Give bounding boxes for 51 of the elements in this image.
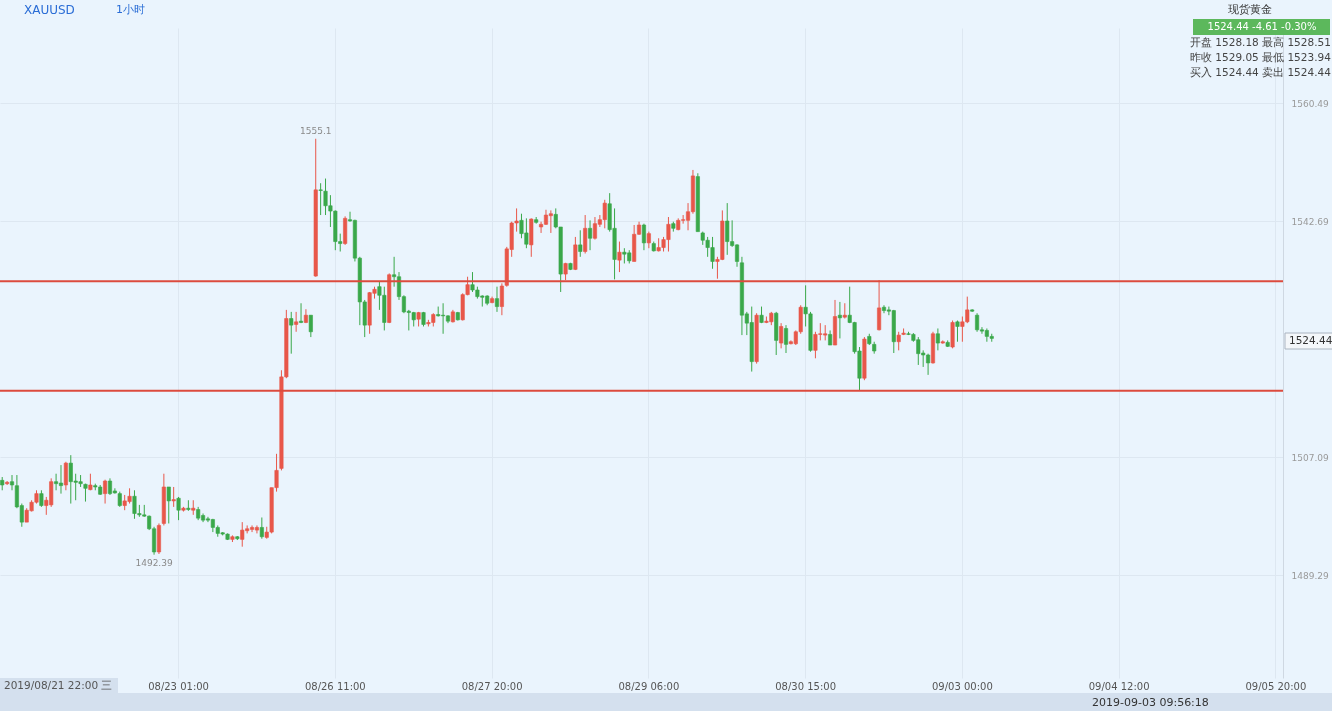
annotation: 1555.1 bbox=[299, 125, 332, 136]
y-tick-label: 1489.29 bbox=[1291, 570, 1329, 581]
y-tick-label: 1542.69 bbox=[1291, 216, 1329, 227]
candlestick bbox=[641, 223, 646, 251]
candlestick bbox=[975, 312, 980, 333]
y-tick-label: 1560.49 bbox=[1291, 98, 1329, 109]
candlestick bbox=[494, 286, 499, 313]
x-tick-label: 09/03 00:00 bbox=[931, 680, 993, 692]
chart-subtitle: 1小时 bbox=[116, 3, 145, 16]
candlestick bbox=[617, 241, 622, 273]
candlestick bbox=[784, 324, 789, 354]
y-tick-label: 1507.09 bbox=[1291, 452, 1329, 463]
candlestick bbox=[166, 486, 171, 524]
candlestick bbox=[583, 214, 588, 255]
x-tick-label: 08/30 15:00 bbox=[775, 680, 837, 692]
candlestick bbox=[259, 516, 264, 540]
candlestick bbox=[171, 486, 176, 508]
candlestick bbox=[58, 464, 63, 495]
candlestick bbox=[318, 182, 323, 216]
candlestick bbox=[881, 304, 887, 314]
text: 2019/08/21 22:00 三 bbox=[4, 679, 113, 691]
annotation: 开盘 1528.18 最高 1528.51 bbox=[1190, 36, 1331, 48]
candlestick bbox=[176, 496, 181, 521]
candlestick bbox=[5, 480, 10, 486]
x-tick-label: 08/29 06:00 bbox=[618, 680, 680, 692]
candlestick bbox=[289, 311, 294, 355]
annotation: 买入 1524.44 卖出 1524.44 bbox=[1190, 66, 1332, 78]
candlestick bbox=[63, 461, 68, 491]
chart-title: XAUUSD bbox=[24, 3, 75, 17]
candlestick bbox=[254, 524, 259, 534]
text: 2019-09-03 09:56:18 bbox=[1092, 696, 1209, 709]
candlestick bbox=[935, 327, 940, 351]
x-tick-label: 09/05 20:00 bbox=[1245, 680, 1307, 692]
x-tick-label: 08/27 20:00 bbox=[461, 680, 523, 692]
candlestick bbox=[588, 219, 593, 251]
x-tick-label: 09/04 12:00 bbox=[1088, 680, 1150, 692]
x-tick-label: 08/23 01:00 bbox=[148, 680, 209, 692]
candlestick bbox=[837, 301, 842, 339]
candlestick bbox=[308, 314, 313, 338]
candlestick bbox=[548, 209, 553, 234]
annotation: 1492.39 bbox=[135, 557, 173, 568]
candlestick bbox=[725, 202, 730, 256]
candlestick bbox=[779, 322, 784, 349]
candlestick bbox=[54, 473, 59, 491]
x-tick-label: 08/26 11:00 bbox=[304, 680, 366, 692]
candlestick bbox=[578, 229, 583, 258]
text: 1524.44 bbox=[1289, 334, 1332, 346]
annotation: 昨收 1529.05 最低 1523.94 bbox=[1190, 51, 1332, 63]
annotation: 1524.44 -4.61 -0.30% bbox=[1207, 21, 1317, 32]
candlestick bbox=[294, 311, 299, 333]
text: 现货黄金 bbox=[1228, 3, 1272, 16]
